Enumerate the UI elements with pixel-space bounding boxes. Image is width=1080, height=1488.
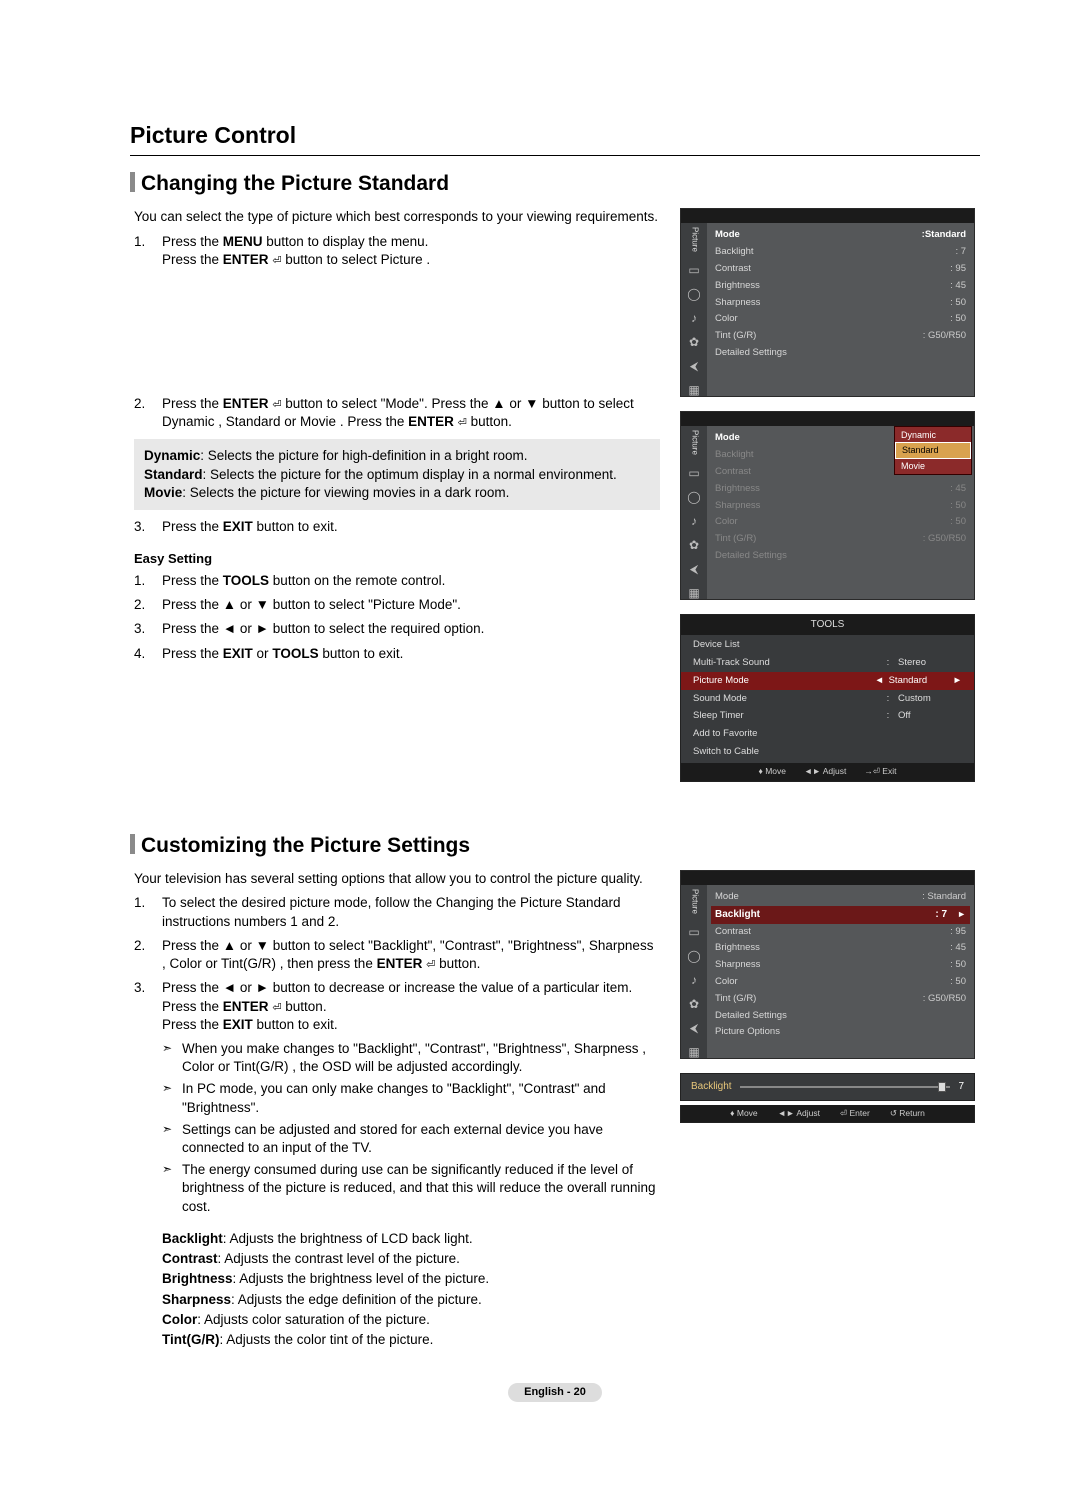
- step: Press the EXIT or TOOLS button to exit.: [162, 645, 660, 663]
- circle-icon: ◯: [687, 948, 701, 962]
- enter-icon: ⏎: [272, 254, 281, 269]
- osd-picture-menu: Picture ▭ ◯ ♪ ✿ ⮜ ▦ Mode:StandardBacklig…: [680, 208, 975, 397]
- step: Press the ▲ or ▼ button to select "Pictu…: [162, 596, 660, 614]
- backlight-slider: Backlight 7: [680, 1073, 975, 1101]
- step: Press the ◄ or ► button to decrease or i…: [162, 979, 660, 1216]
- enter-icon: ⏎: [426, 958, 435, 973]
- note-icon: ♪: [687, 310, 701, 324]
- page-footer: English - 20: [130, 1383, 980, 1402]
- step: Press the ▲ or ▼ button to select "Backl…: [162, 937, 660, 973]
- input-icon: ⮜: [687, 1020, 701, 1034]
- section1-heading: Changing the Picture Standard: [130, 170, 980, 198]
- accent-bar-icon: [130, 834, 135, 854]
- page-title: Picture Control: [130, 120, 980, 156]
- input-icon: ⮜: [687, 561, 701, 575]
- step: Press the EXIT button to exit.: [162, 518, 660, 536]
- slider-thumb: [938, 1082, 946, 1092]
- enter-icon: ⏎: [458, 416, 467, 431]
- tv-icon: ▭: [687, 924, 701, 938]
- slider-track: [740, 1086, 951, 1088]
- enter-icon: ⏎: [272, 398, 281, 413]
- osd-backlight-menu: Picture ▭ ◯ ♪ ✿ ⮜ ▦ Mode: StandardBackli…: [680, 870, 975, 1059]
- app-icon: ▦: [687, 585, 701, 599]
- section2-heading: Customizing the Picture Settings: [130, 832, 980, 860]
- tools-title: TOOLS: [681, 615, 974, 635]
- circle-icon: ◯: [687, 286, 701, 300]
- step: Press the ◄ or ► button to select the re…: [162, 620, 660, 638]
- input-icon: ⮜: [687, 358, 701, 372]
- note-icon: ♪: [687, 972, 701, 986]
- note: The energy consumed during use can be si…: [162, 1161, 660, 1216]
- app-icon: ▦: [687, 1044, 701, 1058]
- step: Press the ENTER ⏎ button to select "Mode…: [162, 395, 660, 510]
- note: In PC mode, you can only make changes to…: [162, 1080, 660, 1116]
- tools-menu: TOOLS Device ListMulti-Track Sound:Stere…: [680, 614, 975, 782]
- section2-heading-text: Customizing the Picture Settings: [141, 834, 470, 857]
- osd-side-label: Picture: [689, 227, 700, 252]
- app-icon: ▦: [687, 382, 701, 396]
- enter-icon: ⏎: [272, 1001, 281, 1016]
- gear-icon: ✿: [687, 996, 701, 1010]
- easy-setting-head: Easy Setting: [134, 550, 660, 568]
- slider-value: 7: [958, 1080, 964, 1094]
- osd-side-label: Picture: [689, 889, 700, 914]
- slider-footer: ♦ Move◄► Adjust⏎ Enter↺ Return: [680, 1105, 975, 1123]
- step: To select the desired picture mode, foll…: [162, 894, 660, 930]
- slider-label: Backlight: [691, 1080, 732, 1094]
- section2-intro: Your television has several setting opti…: [134, 870, 660, 888]
- step: Press the MENU button to display the men…: [162, 233, 660, 389]
- osd-side-label: Picture: [689, 430, 700, 455]
- notes-list: When you make changes to "Backlight", "C…: [162, 1040, 660, 1216]
- note: Settings can be adjusted and stored for …: [162, 1121, 660, 1157]
- accent-bar-icon: [130, 172, 135, 192]
- note: When you make changes to "Backlight", "C…: [162, 1040, 660, 1076]
- tv-icon: ▭: [687, 262, 701, 276]
- mode-infobox: Dynamic: Selects the picture for high-de…: [134, 439, 660, 510]
- mode-popup: DynamicStandardMovie: [894, 426, 972, 474]
- definitions-box: Backlight: Adjusts the brightness of LCD…: [134, 1226, 660, 1355]
- section1-heading-text: Changing the Picture Standard: [141, 172, 449, 195]
- note-icon: ♪: [687, 513, 701, 527]
- section1-intro: You can select the type of picture which…: [134, 208, 660, 226]
- gear-icon: ✿: [687, 334, 701, 348]
- step: Press the TOOLS button on the remote con…: [162, 572, 660, 590]
- gear-icon: ✿: [687, 537, 701, 551]
- osd-mode-popup: Picture ▭ ◯ ♪ ✿ ⮜ ▦ ModeBacklight: 7Cont…: [680, 411, 975, 600]
- page-number: English - 20: [508, 1383, 602, 1402]
- tv-icon: ▭: [687, 465, 701, 479]
- circle-icon: ◯: [687, 489, 701, 503]
